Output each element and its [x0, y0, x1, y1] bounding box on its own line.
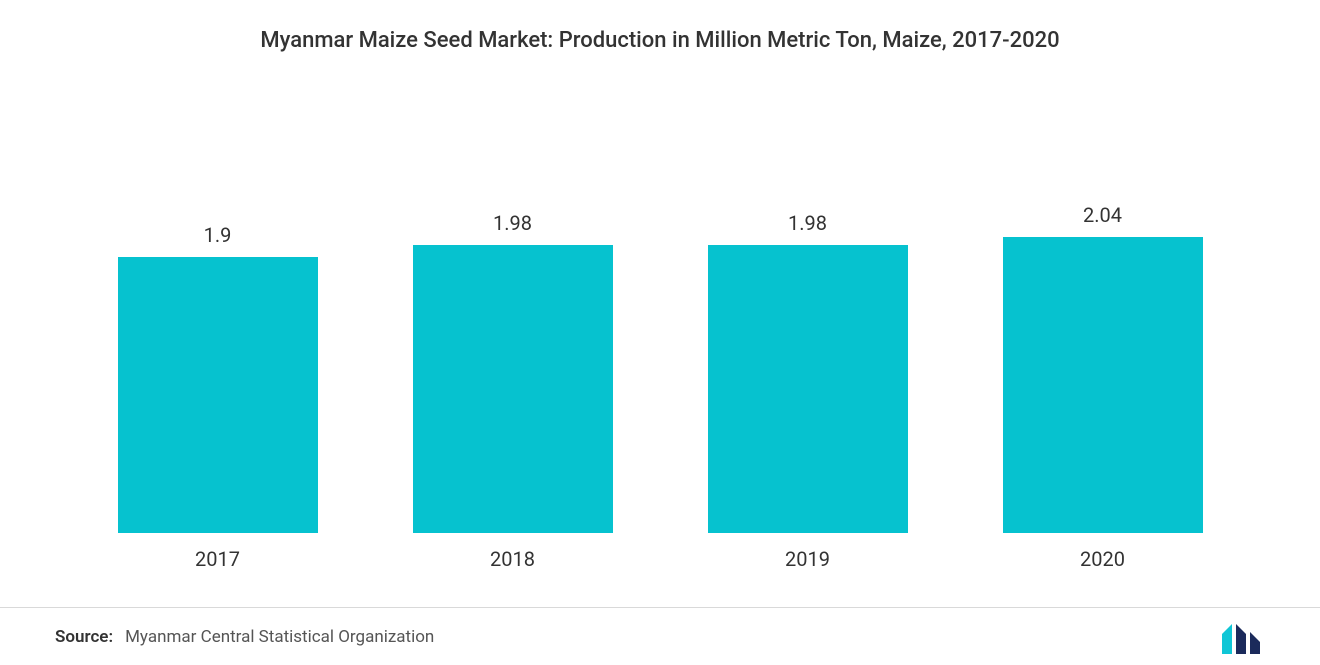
x-axis-label: 2017: [88, 547, 348, 571]
bar: [1003, 237, 1203, 533]
x-axis-label: 2020: [973, 547, 1233, 571]
chart-plot-area: 1.9 1.98 1.98 2.04: [50, 63, 1270, 533]
bar-group: 1.9: [88, 223, 348, 533]
x-axis-label: 2019: [678, 547, 938, 571]
bar-value-label: 2.04: [1083, 203, 1122, 227]
x-axis: 2017 2018 2019 2020: [50, 547, 1270, 571]
bar-group: 2.04: [973, 203, 1233, 533]
bar: [413, 245, 613, 533]
source-text: Myanmar Central Statistical Organization: [125, 627, 434, 647]
bar-value-label: 1.98: [788, 211, 827, 235]
bar-value-label: 1.9: [204, 223, 232, 247]
bar-group: 1.98: [383, 211, 643, 533]
footer: Source: Myanmar Central Statistical Orga…: [0, 607, 1320, 665]
source-citation: Source: Myanmar Central Statistical Orga…: [55, 627, 434, 647]
source-label: Source:: [55, 627, 113, 647]
brand-logo-icon: [1222, 620, 1270, 654]
chart-title: Myanmar Maize Seed Market: Production in…: [50, 28, 1270, 53]
x-axis-label: 2018: [383, 547, 643, 571]
bar: [708, 245, 908, 533]
bar: [118, 257, 318, 533]
bar-value-label: 1.98: [493, 211, 532, 235]
bar-group: 1.98: [678, 211, 938, 533]
